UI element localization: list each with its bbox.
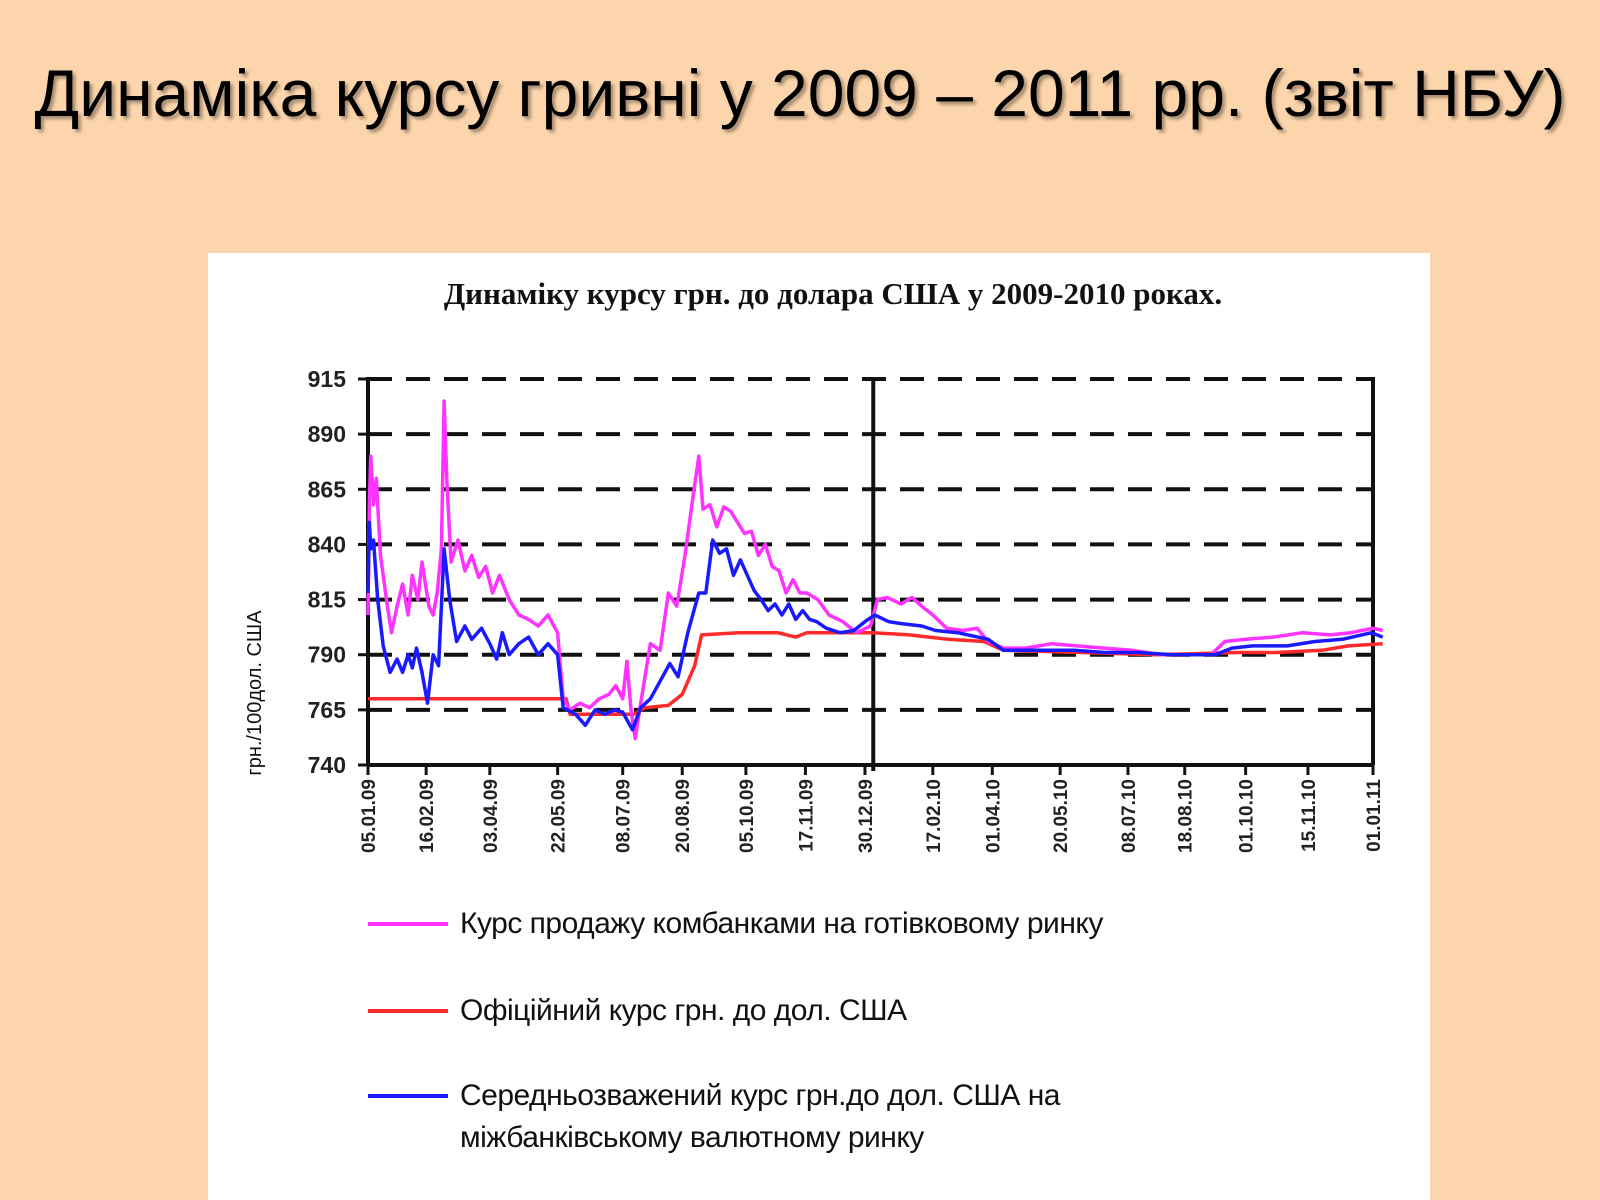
x-tick-label: 03.04.09: [481, 779, 502, 853]
x-tick-label: 16.02.09: [417, 779, 438, 853]
series-line-interbank: [366, 520, 1384, 732]
legend-label-interbank: Середньозважений курс грн.до дол. США на…: [460, 1079, 1060, 1154]
series-line-cash: [366, 399, 1384, 741]
series-line-official: [368, 630, 1383, 717]
x-tick-label: 17.02.10: [924, 779, 945, 853]
y-tick-label: 915: [308, 366, 347, 392]
y-tick-label: 765: [308, 697, 347, 723]
y-tick-label: 740: [308, 752, 346, 778]
x-tick-label: 05.10.09: [737, 779, 758, 853]
legend-label-official: Офіційний курс грн. до дол. США: [460, 994, 907, 1027]
axes: [358, 377, 1375, 775]
x-tick-label: 20.08.09: [673, 779, 694, 853]
y-tick-label: 840: [308, 531, 346, 557]
x-tick-label: 01.01.11: [1364, 779, 1385, 852]
y-tick-label: 865: [308, 476, 347, 502]
y-tick-label: 890: [308, 421, 346, 447]
x-tick-label: 05.01.09: [359, 779, 380, 853]
legend-swatch-cash: [368, 922, 448, 926]
x-tick-label: 15.11.10: [1299, 779, 1320, 852]
chart-panel: 740 765 790 815 840 865 890 915 05.01.09 16.02.0…: [208, 253, 1430, 1200]
y-tick-labels: 740 765 790 815 840 865 890 915: [308, 366, 347, 778]
legend-swatch-interbank: [368, 1094, 448, 1098]
series-lines: [366, 399, 1384, 741]
chart-title: Динаміку курсу грн. до долара США у 2009…: [443, 276, 1223, 311]
legend-swatch-official: [368, 1009, 448, 1013]
y-tick-label: 815: [308, 587, 347, 613]
gridlines: [368, 377, 1373, 712]
x-tick-label: 30.12.09: [856, 779, 877, 853]
x-tick-label: 18.08.10: [1176, 779, 1197, 853]
x-tick-label: 17.11.09: [796, 779, 817, 852]
y-axis-label: грн./100дол. США: [244, 610, 266, 776]
x-tick-labels: 05.01.09 16.02.09 03.04.09 22.05.09 08.07.09…: [359, 779, 1385, 853]
y-tick-label: 790: [308, 642, 346, 668]
x-tick-label: 20.05.10: [1051, 779, 1072, 853]
x-tick-label: 08.07.09: [614, 779, 635, 853]
slide-title: Динаміка курсу гривні у 2009 – 2011 рр. …: [34, 56, 1566, 130]
legend-label-cash: Курс продажу комбанками на готівковому р…: [460, 907, 1103, 940]
x-tick-label: 08.07.10: [1119, 779, 1140, 853]
line-chart: 740 765 790 815 840 865 890 915 05.01.09 16.02.0…: [244, 366, 1385, 853]
x-tick-label: 01.04.10: [983, 779, 1004, 853]
x-tick-label: 01.10.10: [1237, 779, 1258, 853]
x-tick-label: 22.05.09: [549, 779, 570, 853]
